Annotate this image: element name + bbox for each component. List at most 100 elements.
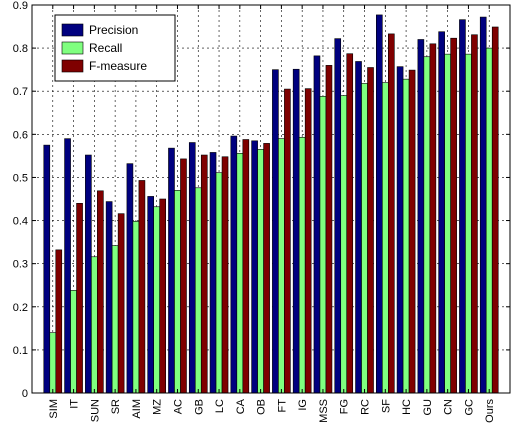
y-tick-label: 0.4 [13, 216, 28, 228]
x-tick-label: GU [422, 399, 434, 416]
bar-f-measure [325, 65, 333, 394]
bar-recall [194, 187, 202, 394]
bar-precision [396, 66, 404, 394]
y-tick-label: 0.8 [13, 43, 28, 55]
bar-precision [230, 135, 238, 394]
bar-precision [417, 39, 425, 394]
bar-recall [444, 53, 451, 394]
bar-f-measure [97, 190, 104, 394]
bar-recall [49, 332, 57, 394]
y-tick-label: 0.9 [13, 0, 28, 12]
plot-frame [31, 4, 511, 394]
bar-recall [402, 78, 410, 394]
bar-recall [236, 153, 244, 394]
bar-recall [215, 172, 223, 394]
y-tick-label: 0.2 [13, 302, 28, 314]
bar-f-measure [304, 88, 312, 394]
bar-f-measure [388, 33, 395, 394]
bar-f-measure [117, 213, 125, 394]
bar-recall [111, 245, 119, 394]
bar-recall [423, 56, 431, 394]
x-tick-label: Ours [484, 399, 496, 423]
x-tick-label: CA [235, 398, 247, 414]
bar-f-measure [263, 143, 270, 394]
bar-precision [272, 69, 279, 394]
bar-precision [85, 154, 92, 394]
bar-recall [70, 290, 77, 394]
bar-precision [292, 68, 300, 394]
bar-recall [153, 206, 160, 394]
bar-recall [91, 256, 98, 394]
legend-swatch [61, 59, 84, 73]
bar-precision [147, 196, 154, 394]
x-tick-label: LC [214, 399, 226, 413]
bar-recall [132, 221, 140, 394]
legend-swatch [61, 23, 84, 37]
legend-label: Precision [89, 23, 138, 37]
bar-f-measure [429, 43, 437, 394]
bar-precision [251, 140, 258, 394]
legend-swatch [61, 41, 84, 55]
bar-precision [438, 31, 445, 394]
bar-precision [459, 19, 466, 394]
bar-recall [340, 95, 348, 394]
tick-labels: 0 0.1 0.2 0.3 0.4 0.5 0.6 0.7 0.8 0.9 SIM IT SUN SR AI… [13, 0, 497, 423]
bar-f-measure [159, 198, 166, 394]
y-tick-label: 0 [22, 388, 28, 400]
y-tick-label: 0.1 [13, 345, 28, 357]
x-tick-label: SUN [89, 399, 101, 422]
bar-precision [188, 142, 196, 394]
x-tick-label: MSS [318, 399, 330, 423]
bars [43, 14, 499, 394]
legend-label: F-measure [89, 59, 147, 73]
bar-f-measure [367, 67, 374, 394]
x-tick-label: SIM [48, 399, 60, 419]
x-tick-label: OB [256, 399, 268, 415]
bar-f-measure [346, 53, 354, 394]
bar-precision [479, 16, 487, 394]
x-tick-label: HC [401, 399, 413, 415]
bar-recall [174, 190, 181, 394]
bar-f-measure [76, 203, 83, 394]
bar-recall [257, 149, 264, 394]
bar-f-measure [450, 37, 457, 394]
x-tick-label: IT [69, 399, 81, 409]
bar-precision [355, 61, 362, 394]
bar-precision [43, 144, 51, 394]
bar-recall [298, 137, 306, 394]
x-tick-label: AIM [131, 399, 143, 419]
bar-f-measure [284, 88, 291, 394]
bar-f-measure [242, 139, 250, 394]
bar-f-measure [471, 34, 478, 394]
bar-precision [105, 201, 113, 394]
x-tick-label: MZ [152, 399, 164, 415]
x-tick-label: FT [276, 399, 288, 413]
x-tick-label: GB [193, 399, 205, 415]
bar-precision [334, 38, 342, 394]
bar-f-measure [491, 26, 499, 394]
bar-f-measure [408, 69, 416, 394]
bar-recall [361, 83, 368, 394]
bar-recall [465, 53, 472, 394]
x-tick-label: GC [463, 399, 475, 416]
bar-f-measure [200, 154, 208, 394]
bar-recall [319, 96, 327, 394]
bar-f-measure [180, 158, 187, 394]
bar-recall [382, 82, 389, 394]
bar-f-measure [138, 180, 146, 394]
bar-precision [126, 163, 134, 394]
bar-recall [485, 47, 493, 394]
x-tick-label: IG [297, 399, 309, 411]
bar-f-measure [221, 156, 229, 394]
x-tick-label: RC [360, 399, 372, 415]
y-tick-label: 0.3 [13, 259, 28, 271]
legend: Precision Recall F-measure [54, 14, 176, 82]
bar-precision [376, 14, 383, 394]
legend-label: Recall [89, 41, 122, 55]
bar-precision [64, 138, 71, 394]
bar-precision [168, 147, 175, 394]
bar-precision [313, 55, 321, 394]
x-tick-label: SF [380, 399, 392, 413]
x-tick-label: SR [110, 399, 122, 414]
